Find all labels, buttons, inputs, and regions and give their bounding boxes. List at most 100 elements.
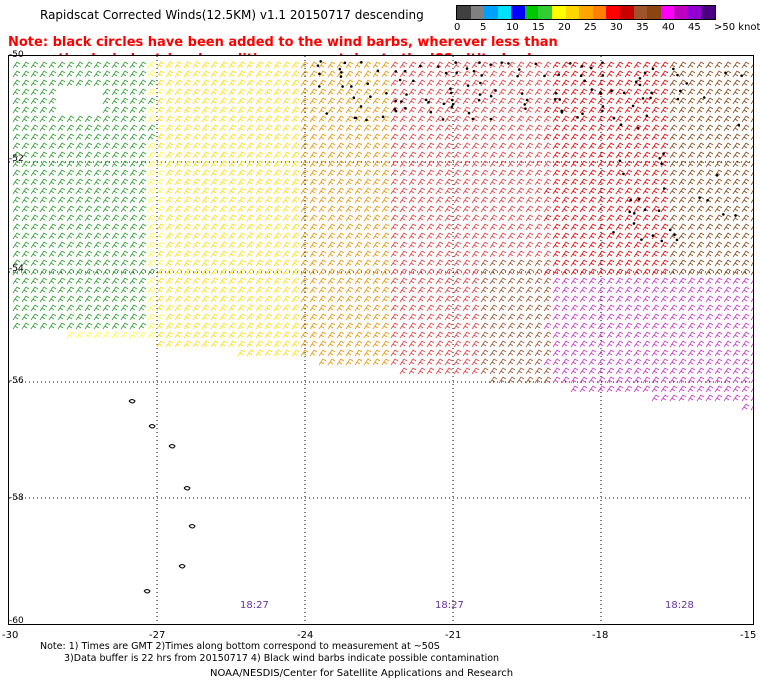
- wind-barb: [444, 358, 453, 366]
- contamination-dot: [376, 69, 380, 73]
- wind-barb: [660, 151, 669, 159]
- wind-barb: [651, 205, 660, 213]
- wind-barb: [552, 286, 561, 294]
- wind-barb: [111, 160, 120, 168]
- wind-barb: [57, 196, 66, 204]
- wind-barb: [642, 331, 651, 339]
- wind-barb: [498, 259, 507, 267]
- wind-barb: [219, 232, 228, 240]
- wind-barb: [516, 187, 525, 195]
- wind-barb: [525, 160, 534, 168]
- wind-barb: [678, 106, 687, 114]
- wind-barb: [39, 313, 48, 321]
- wind-barb: [660, 205, 669, 213]
- wind-barb: [462, 232, 471, 240]
- wind-barb: [624, 322, 633, 330]
- wind-barb: [552, 115, 561, 123]
- wind-barb: [237, 160, 246, 168]
- wind-barb: [120, 196, 129, 204]
- wind-barb: [525, 115, 534, 123]
- wind-barb: [660, 367, 669, 375]
- wind-barb: [345, 223, 354, 231]
- wind-barb: [57, 178, 66, 186]
- wind-barb: [588, 196, 597, 204]
- wind-barb: [129, 241, 138, 249]
- wind-barb: [363, 313, 372, 321]
- wind-barb: [255, 178, 264, 186]
- wind-barb: [507, 322, 516, 330]
- wind-barb: [669, 214, 678, 222]
- wind-barb: [165, 232, 174, 240]
- wind-barb: [408, 61, 417, 69]
- wind-barb: [291, 286, 300, 294]
- wind-barb: [669, 340, 678, 348]
- wind-barb: [651, 169, 660, 177]
- wind-barb: [381, 124, 390, 132]
- wind-barb: [354, 286, 363, 294]
- wind-barb: [174, 295, 183, 303]
- wind-barb: [75, 223, 84, 231]
- wind-barb: [39, 268, 48, 276]
- wind-barb: [12, 268, 21, 276]
- wind-barb: [21, 295, 30, 303]
- wind-barb: [489, 106, 498, 114]
- wind-barb: [120, 97, 129, 105]
- wind-barb: [372, 187, 381, 195]
- wind-barb: [525, 187, 534, 195]
- wind-barb: [615, 376, 624, 384]
- wind-barb: [480, 313, 489, 321]
- contamination-dot: [629, 198, 632, 202]
- wind-barb: [399, 124, 408, 132]
- wind-barb: [714, 241, 723, 249]
- wind-barb: [255, 250, 264, 258]
- wind-barb: [543, 196, 552, 204]
- wind-barb: [543, 79, 552, 87]
- wind-barb: [138, 97, 147, 105]
- wind-barb: [354, 196, 363, 204]
- wind-barb: [435, 322, 444, 330]
- wind-barb: [543, 250, 552, 258]
- wind-barb: [363, 331, 372, 339]
- wind-barb: [138, 61, 147, 69]
- wind-barb: [345, 295, 354, 303]
- wind-barb: [426, 313, 435, 321]
- scale-swatch: [579, 6, 593, 19]
- wind-barb: [723, 70, 732, 78]
- wind-barb: [615, 349, 624, 357]
- wind-barb: [255, 214, 264, 222]
- wind-barb: [111, 304, 120, 312]
- wind-barb: [273, 331, 282, 339]
- wind-barb: [102, 88, 111, 96]
- wind-barb: [93, 277, 102, 285]
- wind-barb: [336, 295, 345, 303]
- wind-barb: [354, 178, 363, 186]
- wind-barb: [174, 160, 183, 168]
- wind-barb: [75, 133, 84, 141]
- wind-barb: [696, 259, 705, 267]
- wind-barb: [435, 88, 444, 96]
- wind-barb: [714, 79, 723, 87]
- contamination-dot: [339, 75, 343, 78]
- wind-barb: [273, 79, 282, 87]
- wind-barb: [552, 250, 561, 258]
- wind-barb: [597, 142, 606, 150]
- contamination-dot: [352, 96, 356, 100]
- wind-barb: [12, 142, 21, 150]
- wind-barb: [507, 286, 516, 294]
- wind-barb: [462, 331, 471, 339]
- wind-barb: [444, 313, 453, 321]
- wind-barb: [30, 205, 39, 213]
- wind-barb: [534, 169, 543, 177]
- contamination-dot: [444, 71, 448, 75]
- wind-barb: [39, 88, 48, 96]
- wind-barb: [552, 160, 561, 168]
- wind-barb: [327, 142, 336, 150]
- wind-barb: [363, 115, 372, 123]
- wind-barb: [327, 151, 336, 159]
- wind-barb: [93, 205, 102, 213]
- wind-barb: [354, 142, 363, 150]
- scale-label: 25: [584, 22, 597, 33]
- wind-barb: [399, 340, 408, 348]
- wind-barb: [534, 187, 543, 195]
- wind-barb: [498, 286, 507, 294]
